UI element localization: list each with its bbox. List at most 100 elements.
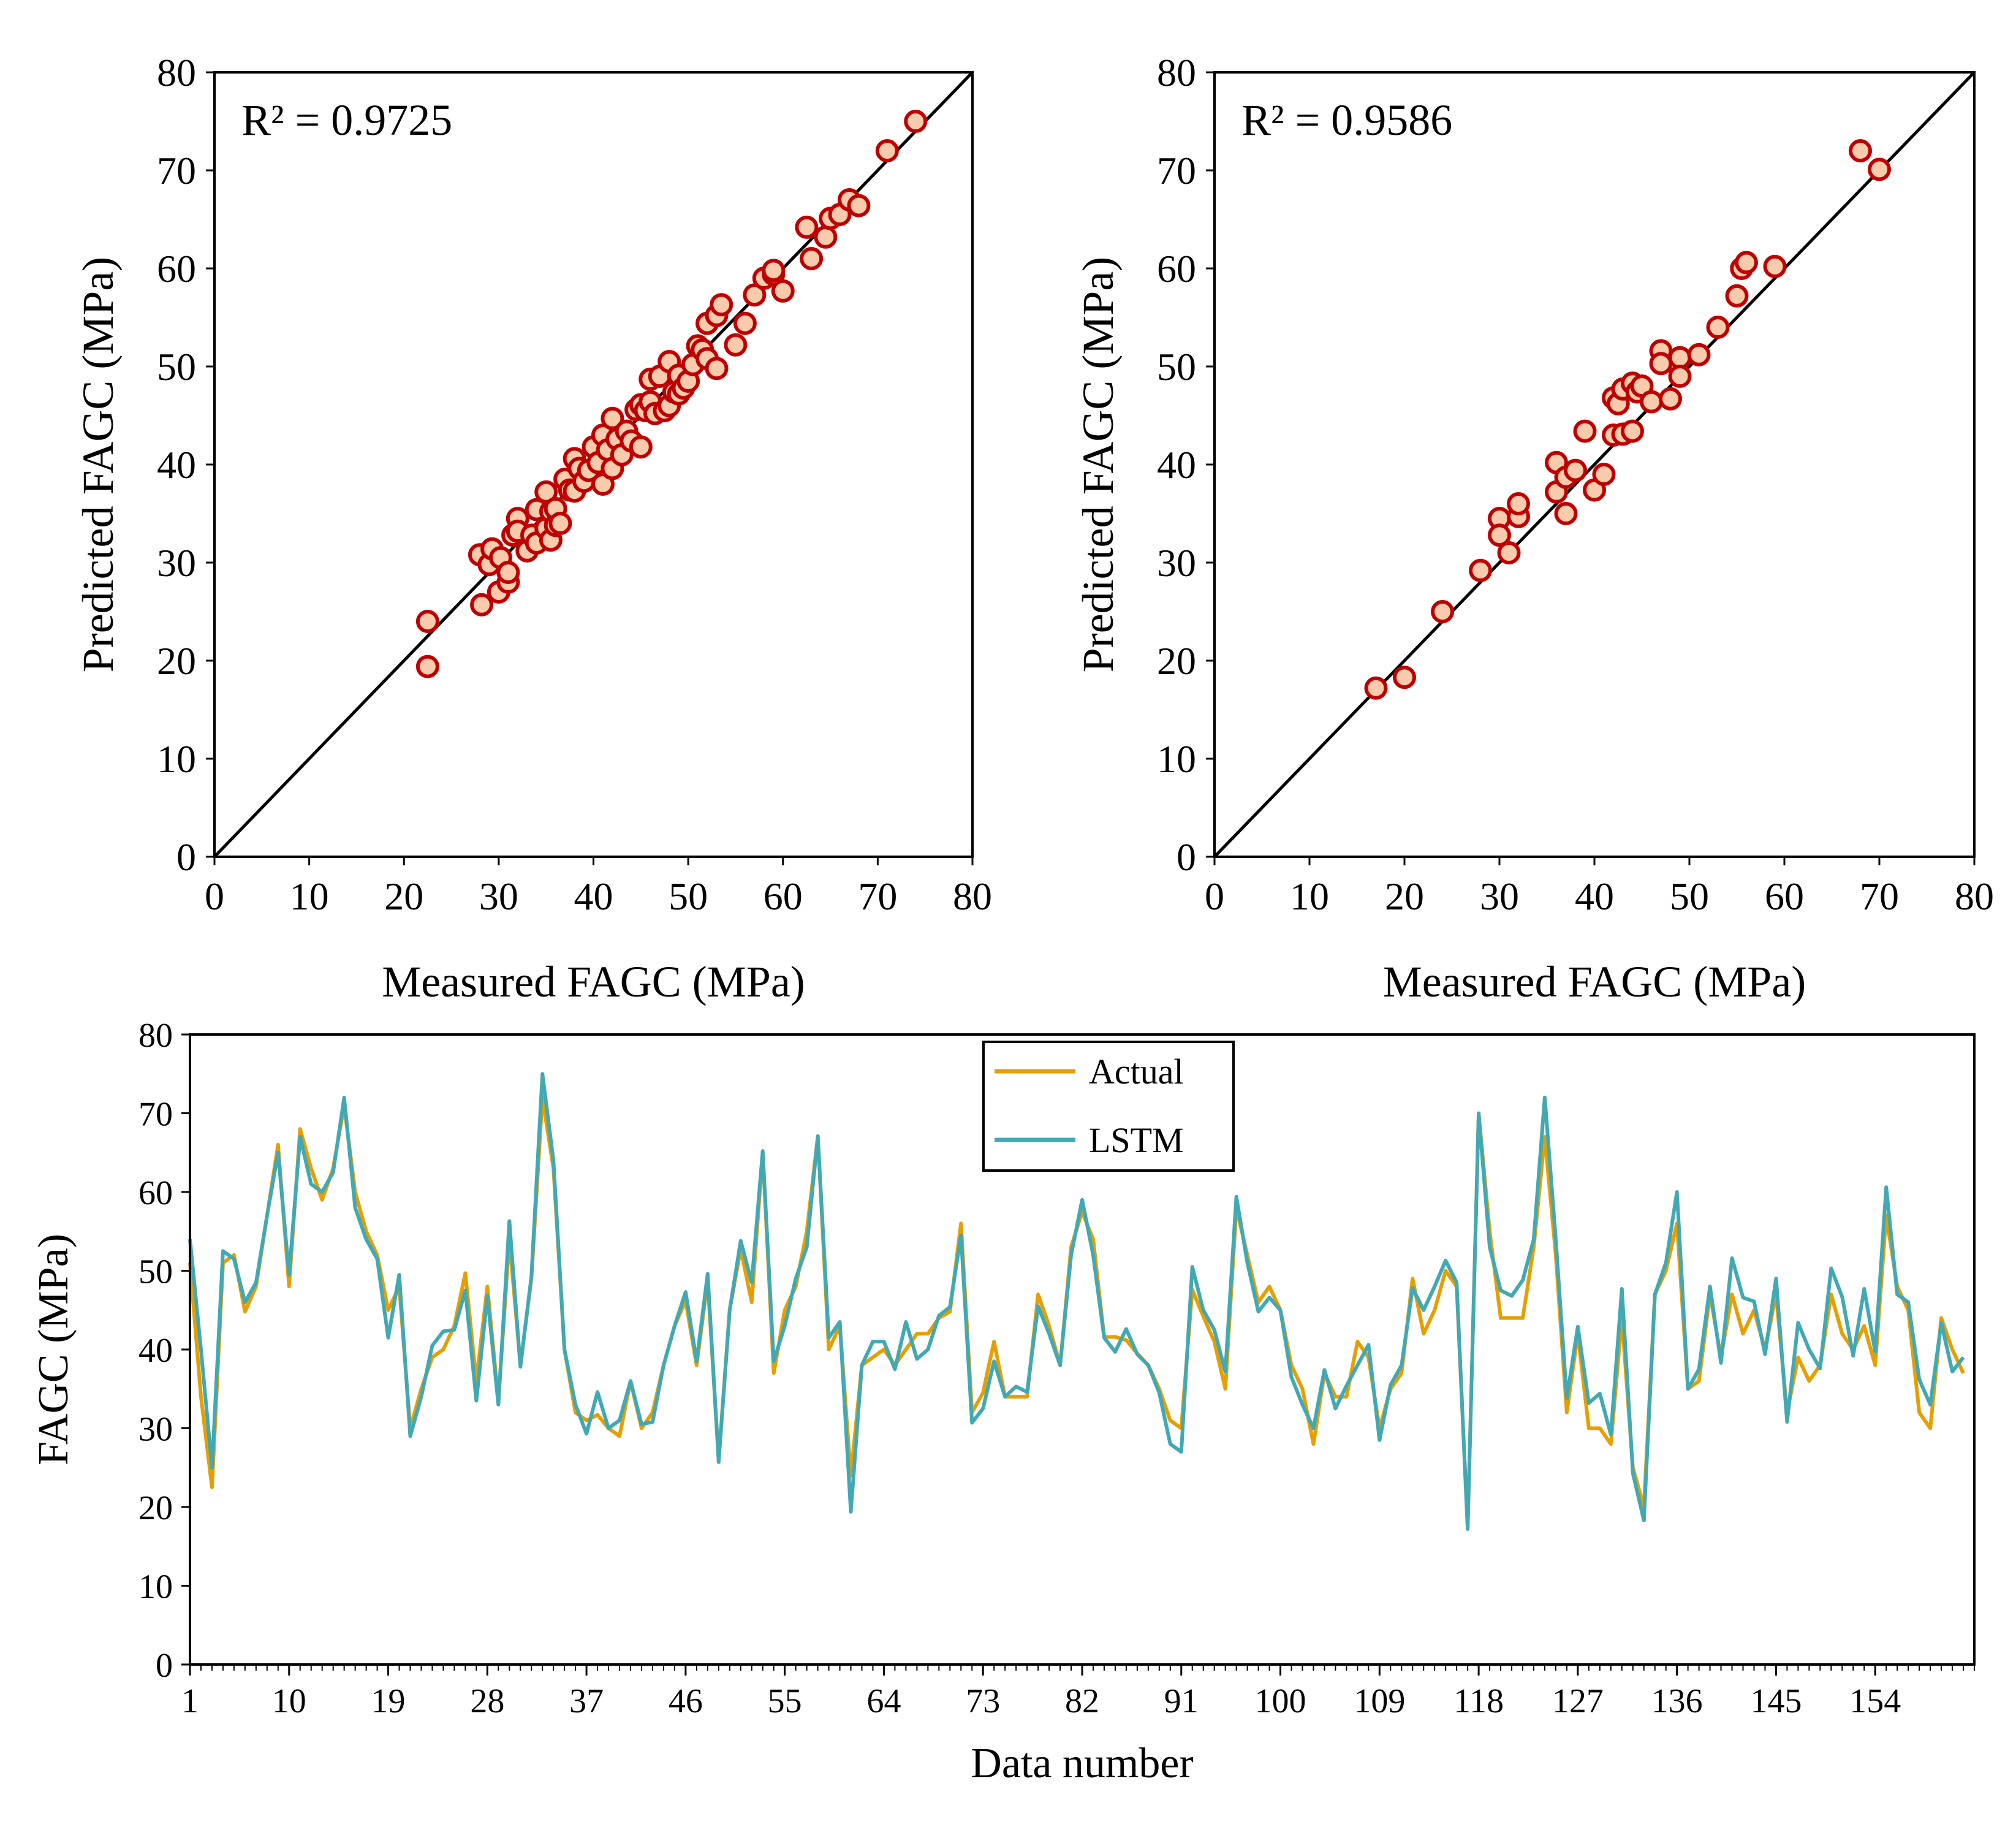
y-tick-label: 50 xyxy=(157,345,196,389)
data-point xyxy=(743,283,767,307)
x-tick-label: 91 xyxy=(1164,1682,1199,1720)
data-point xyxy=(1735,251,1758,275)
data-point xyxy=(1592,463,1616,486)
data-point xyxy=(705,357,729,381)
x-tick-label: 10 xyxy=(1290,875,1329,918)
scatter-panel-left: 0 10 20 30 40 50 60 70 80 0 10 20 30 40 50 60 70 80 R² = … xyxy=(74,51,992,1006)
x-tick-label: 1 xyxy=(181,1682,199,1720)
plot-frame xyxy=(189,1033,1976,1666)
x-tick-label: 80 xyxy=(1955,875,1994,918)
data-point xyxy=(1497,541,1521,564)
data-point xyxy=(1431,600,1454,623)
x-tick-label: 10 xyxy=(272,1682,306,1720)
data-point xyxy=(1725,284,1749,308)
legend-box xyxy=(982,1041,1235,1172)
r-squared-annotation: R² = 0.9725 xyxy=(241,96,452,145)
data-point xyxy=(629,435,653,459)
y-axis-label: Predicted FAGC (MPa) xyxy=(1074,257,1123,673)
x-tick-label: 82 xyxy=(1065,1682,1099,1720)
data-point xyxy=(1687,343,1711,366)
legend: Actual LSTM xyxy=(982,1041,1235,1172)
x-tick-label: 136 xyxy=(1651,1682,1703,1720)
data-point xyxy=(875,139,899,162)
x-tick-label: 145 xyxy=(1750,1682,1802,1720)
y-tick-label: 30 xyxy=(1157,541,1196,585)
y-tick-label: 0 xyxy=(1177,835,1196,879)
y-tick-label: 30 xyxy=(138,1411,173,1449)
x-tick-label: 127 xyxy=(1552,1682,1604,1720)
y-axis-label: FAGC (MPa) xyxy=(30,1234,77,1465)
data-point xyxy=(904,110,928,133)
y-tick-label: 70 xyxy=(157,149,196,192)
data-point xyxy=(1364,676,1388,700)
line-panel-bottom: 0 10 20 30 40 50 60 70 80 1 10 19 28 37 46 55 64 73 82 91 10… xyxy=(30,1017,1976,1787)
x-tick-label: 20 xyxy=(384,875,423,918)
x-tick-label: 60 xyxy=(764,875,803,918)
x-tick-label: 37 xyxy=(569,1682,604,1720)
x-tick-label: 28 xyxy=(470,1682,504,1720)
y-tick-label: 10 xyxy=(1157,737,1196,781)
x-tick-label: 154 xyxy=(1849,1682,1901,1720)
data-point xyxy=(814,225,838,249)
x-tick-label: 55 xyxy=(768,1682,802,1720)
x-axis-label: Data number xyxy=(971,1740,1193,1787)
data-point xyxy=(733,311,757,335)
x-axis-label: Measured FAGC (MPa) xyxy=(382,957,805,1006)
x-tick-label: 70 xyxy=(858,875,897,918)
y-tick-label: 40 xyxy=(157,443,196,487)
data-point xyxy=(470,593,494,617)
scatter-panel-right: 0 10 20 30 40 50 60 70 80 0 10 20 30 40 50 60 70 80 R² = … xyxy=(1074,51,1994,1006)
data-point xyxy=(1763,254,1787,278)
data-point xyxy=(415,655,439,678)
data-point xyxy=(1868,158,1891,181)
x-axis-label: Measured FAGC (MPa) xyxy=(1383,957,1806,1006)
data-point xyxy=(795,215,819,239)
x-tick-label: 40 xyxy=(1575,875,1614,918)
data-point xyxy=(1564,458,1587,482)
plot-frame xyxy=(213,71,974,858)
y-tick-label: 70 xyxy=(1157,149,1196,192)
y-tick-label: 80 xyxy=(1157,51,1196,94)
x-tick-label: 64 xyxy=(866,1682,901,1720)
y-tick-label: 50 xyxy=(138,1253,173,1291)
x-tick-label: 73 xyxy=(966,1682,1000,1720)
identity-line xyxy=(1213,71,1976,858)
data-point xyxy=(771,279,795,303)
y-tick-label: 40 xyxy=(138,1332,173,1370)
data-point xyxy=(1649,352,1673,376)
y-tick-label: 30 xyxy=(157,541,196,585)
x-tick-label: 109 xyxy=(1354,1682,1405,1720)
data-point xyxy=(710,293,733,317)
y-tick-label: 40 xyxy=(1157,443,1196,487)
y-tick-label: 80 xyxy=(157,51,196,94)
plot-frame xyxy=(1213,71,1976,858)
x-tick-label: 0 xyxy=(1205,875,1224,918)
data-point xyxy=(762,259,786,283)
x-tick-label: 0 xyxy=(205,875,224,918)
x-tick-label: 30 xyxy=(479,875,518,918)
legend-label: LSTM xyxy=(1089,1120,1184,1160)
x-tick-label: 100 xyxy=(1255,1682,1306,1720)
x-tick-label: 80 xyxy=(953,875,992,918)
data-point xyxy=(1640,390,1663,414)
data-point xyxy=(1507,492,1530,515)
data-point xyxy=(1488,523,1511,547)
data-point xyxy=(847,194,871,218)
x-tick-label: 46 xyxy=(669,1682,703,1720)
data-point xyxy=(800,247,824,270)
y-axis-label: Predicted FAGC (MPa) xyxy=(74,257,123,673)
x-tick-label: 20 xyxy=(1385,875,1424,918)
y-tick-label: 50 xyxy=(1157,345,1196,389)
y-tick-label: 80 xyxy=(138,1017,173,1055)
series-line-lstm xyxy=(188,1072,1965,1531)
y-tick-label: 0 xyxy=(176,835,196,879)
data-point xyxy=(1621,419,1644,443)
data-point xyxy=(1393,666,1416,689)
y-tick-label: 20 xyxy=(138,1489,173,1527)
x-tick-label: 10 xyxy=(290,875,329,918)
y-tick-label: 20 xyxy=(1157,639,1196,683)
data-point xyxy=(1573,419,1597,443)
data-point xyxy=(724,333,748,357)
y-tick-label: 10 xyxy=(157,737,196,781)
